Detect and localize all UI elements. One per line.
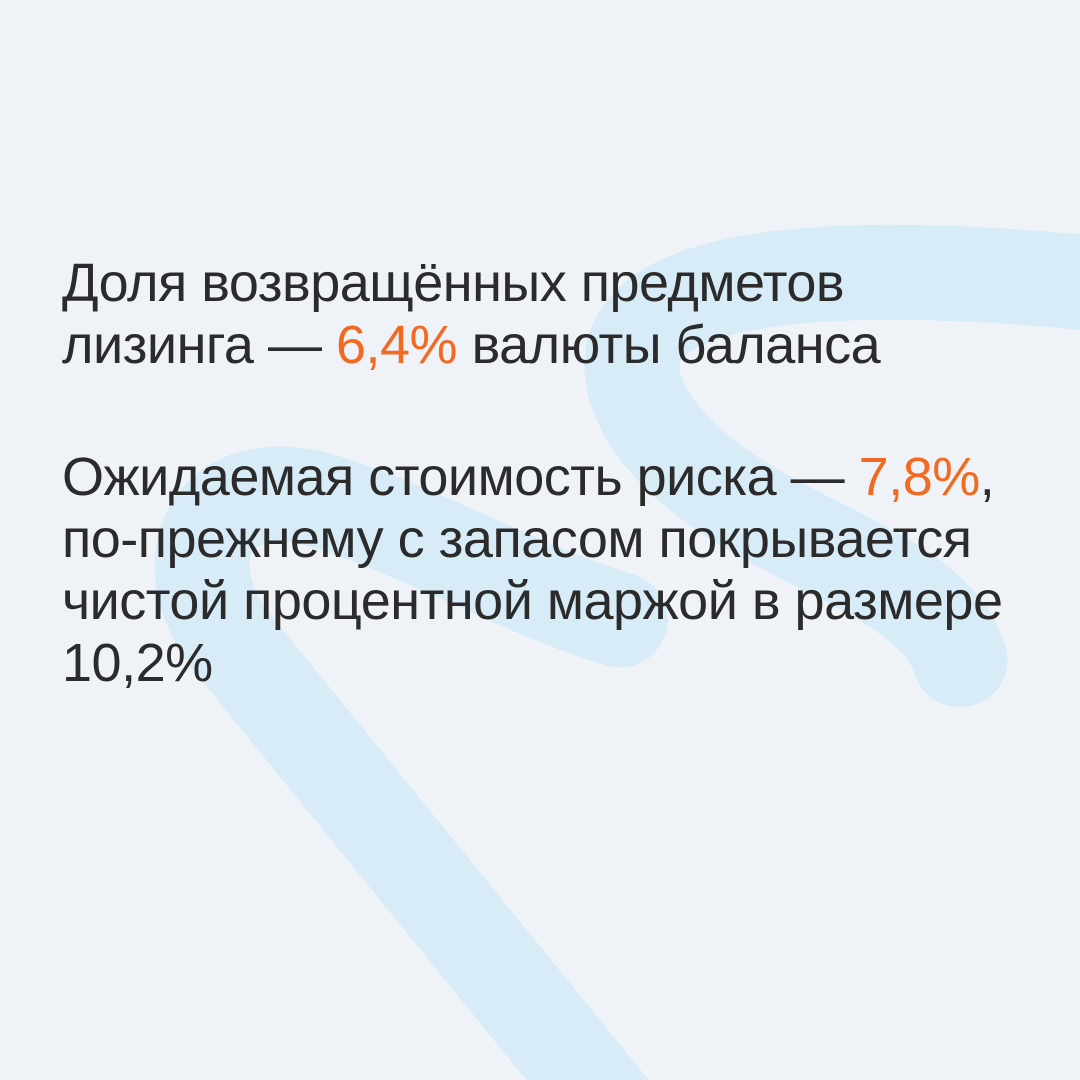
cost-of-risk-paragraph: Ожидаемая стоимость риска — 7,8%, по-пре… [62, 446, 1042, 694]
highlight-value: 7,8% [858, 447, 981, 507]
text-block: Доля возвращённых предметов лизинга — 6,… [62, 252, 1042, 764]
returned-leasing-share-paragraph: Доля возвращённых предметов лизинга — 6,… [62, 252, 1042, 376]
text: валюты баланса [457, 315, 881, 375]
swoosh-upper [584, 224, 1080, 708]
swoosh-lower [154, 446, 668, 1080]
text: , по-прежнему с запасом покрывается чист… [62, 447, 1003, 693]
text: Ожидаемая стоимость риска — [62, 447, 859, 507]
highlight-value: 6,4% [335, 315, 458, 375]
text: Доля возвращённых предметов лизинга — [62, 253, 845, 375]
